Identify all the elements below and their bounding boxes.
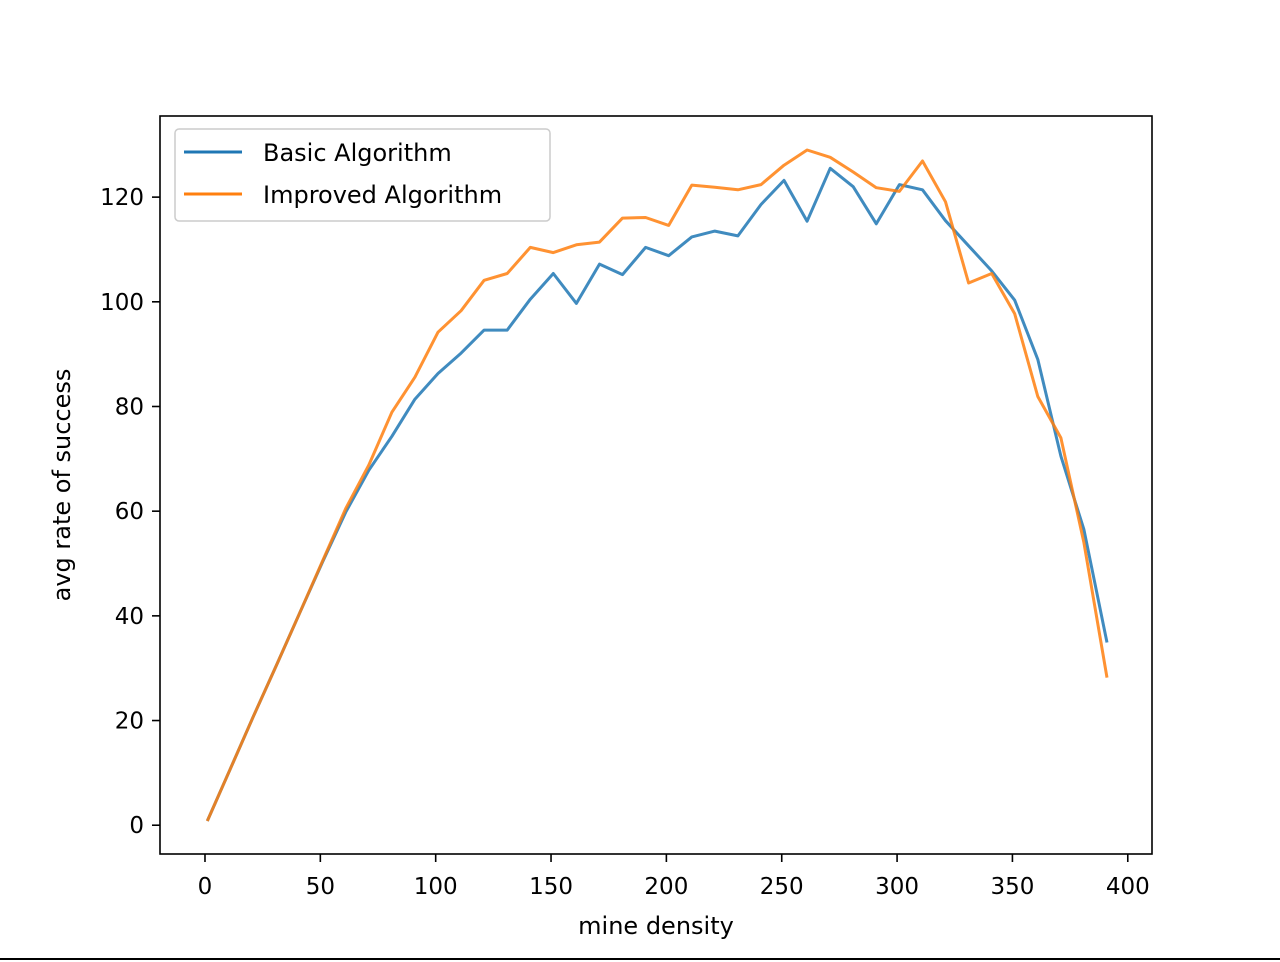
plot-frame <box>159 115 1153 855</box>
y-tick-label: 60 <box>115 499 144 525</box>
x-tick-label: 400 <box>1106 874 1150 900</box>
legend-box <box>174 128 551 222</box>
legend-label-improved: Improved Algorithm <box>263 181 502 209</box>
x-axis: 0 50 100 150 200 250 300 350 400 <box>198 854 1150 900</box>
bottom-rule <box>0 958 1280 960</box>
x-tick-label: 150 <box>529 874 573 900</box>
x-tick-label: 0 <box>198 874 213 900</box>
y-tick-label: 0 <box>129 813 144 839</box>
x-axis-label: mine density <box>578 912 734 940</box>
y-tick-label: 100 <box>100 290 144 316</box>
series-line-basic <box>205 166 1109 822</box>
y-axis: 0 20 40 60 80 100 120 <box>100 185 160 839</box>
legend-label-basic: Basic Algorithm <box>263 139 452 167</box>
x-tick-label: 200 <box>644 874 688 900</box>
legend: Basic Algorithm Improved Algorithm <box>174 128 551 222</box>
plot-area <box>160 116 1152 854</box>
y-tick-label: 120 <box>100 185 144 211</box>
x-tick-label: 250 <box>760 874 804 900</box>
x-tick-label: 300 <box>875 874 919 900</box>
series-layer <box>205 148 1109 822</box>
y-tick-label: 40 <box>115 604 144 630</box>
x-tick-label: 50 <box>306 874 335 900</box>
x-tick-label: 350 <box>990 874 1034 900</box>
y-tick-label: 80 <box>115 394 144 420</box>
y-axis-label: avg rate of success <box>48 369 76 602</box>
x-tick-label: 100 <box>414 874 458 900</box>
y-tick-label: 20 <box>115 709 144 735</box>
series-line-improved <box>205 148 1109 822</box>
